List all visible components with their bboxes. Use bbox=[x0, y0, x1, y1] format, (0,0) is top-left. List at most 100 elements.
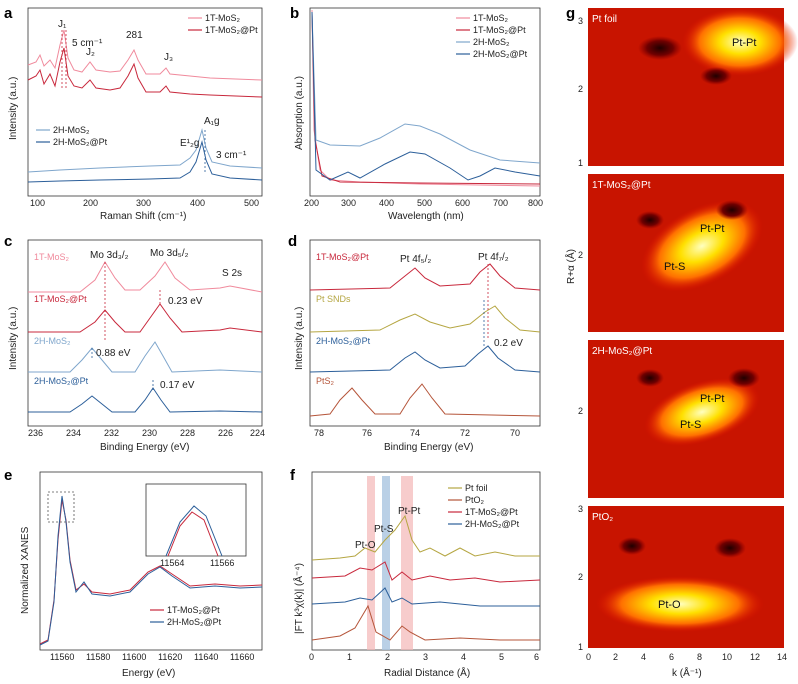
xtick-e-5: 11660 bbox=[230, 652, 254, 662]
xtick-e-0: 11560 bbox=[50, 652, 74, 662]
band-pt-o bbox=[367, 476, 375, 650]
darkspot-3a bbox=[636, 369, 664, 387]
wavelet-map-pt-foil: Pt foil Pt-Pt 3 2 1 bbox=[578, 8, 798, 168]
darkspot-4a bbox=[618, 537, 646, 555]
plot-frame-b bbox=[309, 7, 541, 197]
shift-label-c1: 0.23 eV bbox=[168, 296, 203, 307]
xanes-2h-mos2-pt bbox=[39, 495, 263, 646]
xtick-d-4: 70 bbox=[510, 428, 520, 438]
panel-g: g Pt foil Pt-Pt 3 2 1 1T-MoS₂@Pt Pt-Pt P… bbox=[564, 5, 798, 679]
xps-c-1t-mos2 bbox=[28, 261, 263, 293]
xps-c-2h-mos2-pt bbox=[28, 387, 263, 413]
xtick-a-3: 400 bbox=[190, 198, 205, 208]
xtick-b-1: 300 bbox=[341, 198, 356, 208]
annot-pt-s: Pt-S bbox=[374, 524, 394, 535]
xtick-g-4: 8 bbox=[697, 652, 702, 662]
panel-a: a J₁ J₂ 281 J₃ 5 cm⁻¹ 1T-MoS₂ 1T-MoS₂@Pt… bbox=[4, 5, 263, 222]
xps-d-2h-mos2-pt bbox=[309, 345, 541, 373]
xtick-b-2: 400 bbox=[379, 198, 394, 208]
ytick-g1-3: 3 bbox=[578, 16, 583, 26]
zoom-box bbox=[47, 491, 75, 523]
ft-2h-mos2-pt bbox=[311, 587, 540, 607]
legend-a3: 2H-MoS₂ bbox=[53, 125, 90, 135]
map-label-4a: Pt-O bbox=[658, 599, 681, 611]
legend-a2: 1T-MoS₂@Pt bbox=[205, 25, 258, 35]
annot-3cm: 3 cm⁻¹ bbox=[216, 150, 247, 161]
peak-pt72: Pt 4f₇/₂ bbox=[478, 252, 509, 263]
map-label-2b: Pt-S bbox=[664, 261, 685, 273]
legend-f2: PtO₂ bbox=[465, 495, 485, 505]
xtick-b-3: 500 bbox=[417, 198, 432, 208]
panel-c: c Mo 3d₃/₂ Mo 3d₅/₂ S 2s 1T-MoS₂ 1T-MoS₂… bbox=[4, 233, 265, 453]
panel-letter-a: a bbox=[4, 5, 13, 22]
curve-b-2h-mos2-pt bbox=[311, 11, 541, 181]
darkspot-2b bbox=[716, 200, 748, 220]
darkspot-4b bbox=[714, 538, 746, 558]
curve-label-c4: 2H-MoS₂@Pt bbox=[34, 376, 89, 386]
legend-a1: 1T-MoS₂ bbox=[205, 13, 241, 23]
xps-d-1t-mos2-pt bbox=[309, 263, 541, 291]
xtick-e-1: 11580 bbox=[86, 652, 110, 662]
legend-f1: Pt foil bbox=[465, 483, 488, 493]
panel-letter-f: f bbox=[290, 467, 296, 484]
inset-tick-1: 11566 bbox=[210, 558, 234, 568]
map-label-1a: Pt-Pt bbox=[732, 37, 756, 49]
annot-e2g: E¹₂g bbox=[180, 138, 199, 149]
xtick-b-6: 800 bbox=[528, 198, 543, 208]
xtick-d-3: 72 bbox=[460, 428, 470, 438]
xlabel-e: Energy (eV) bbox=[122, 668, 175, 679]
darkspot-1b bbox=[700, 67, 732, 85]
xps-c-1t-mos2-pt bbox=[28, 303, 263, 333]
panel-e: e 11564 11566 1T-MoS₂@Pt 2H-MoS₂@Pt 1156… bbox=[4, 467, 263, 679]
annot-pt-pt: Pt-Pt bbox=[398, 506, 420, 517]
xlabel-f: Radial Distance (Å) bbox=[384, 666, 470, 679]
xtick-e-4: 11640 bbox=[194, 652, 218, 662]
panel-d: d Pt 4f₅/₂ Pt 4f₇/₂ 1T-MoS₂@Pt Pt SNDs 2… bbox=[288, 233, 541, 453]
xtick-g-7: 14 bbox=[777, 652, 787, 662]
spectrum-1t-mos2-pt bbox=[27, 47, 263, 98]
xlabel-c: Binding Energy (eV) bbox=[100, 442, 190, 453]
ft-pto2 bbox=[311, 604, 540, 641]
wavelet-map-pto2: PtO₂ Pt-O 3 2 1 bbox=[578, 504, 784, 652]
shift-label-c3: 0.17 eV bbox=[160, 380, 195, 391]
annot-281: 281 bbox=[126, 30, 143, 41]
spectrum-2h-mos2-pt bbox=[27, 140, 263, 183]
ylabel-c: Intensity (a.u.) bbox=[8, 307, 19, 370]
xtick-d-1: 76 bbox=[362, 428, 372, 438]
xtick-a-0: 100 bbox=[30, 198, 45, 208]
xps-c-2h-mos2 bbox=[28, 341, 263, 373]
ylabel-g: R+α (Å) bbox=[564, 249, 577, 284]
panel-letter-g: g bbox=[566, 5, 575, 22]
peak-s2s: S 2s bbox=[222, 268, 242, 279]
panel-letter-c: c bbox=[4, 233, 12, 250]
xlabel-a: Raman Shift (cm⁻¹) bbox=[100, 211, 186, 222]
ytick-g1-2: 2 bbox=[578, 84, 583, 94]
xtick-a-1: 200 bbox=[83, 198, 98, 208]
hotspot-1 bbox=[682, 8, 798, 76]
band-pt-s bbox=[382, 476, 390, 650]
plot-frame-f bbox=[311, 471, 541, 651]
ylabel-d: Intensity (a.u.) bbox=[294, 307, 305, 370]
legend-f4: 2H-MoS₂@Pt bbox=[465, 519, 520, 529]
xtick-f-5: 5 bbox=[499, 652, 504, 662]
xtick-d-2: 74 bbox=[410, 428, 420, 438]
ylabel-f: |FT k³χ(k)| (Å⁻⁴) bbox=[292, 563, 305, 634]
ylabel-e: Normalized XANES bbox=[20, 526, 31, 614]
xtick-c-5: 226 bbox=[218, 428, 233, 438]
xtick-c-3: 230 bbox=[142, 428, 157, 438]
xtick-g-0: 0 bbox=[586, 652, 591, 662]
wavelet-map-2h-mos2-pt: 2H-MoS₂@Pt Pt-Pt Pt-S 2 bbox=[578, 340, 784, 498]
legend-a4: 2H-MoS₂@Pt bbox=[53, 137, 108, 147]
curve-label-c2: 1T-MoS₂@Pt bbox=[34, 294, 87, 304]
panel-letter-d: d bbox=[288, 233, 297, 250]
xtick-b-0: 200 bbox=[304, 198, 319, 208]
map-label-3b: Pt-S bbox=[680, 419, 701, 431]
curve-label-c1: 1T-MoS₂ bbox=[34, 252, 70, 262]
xtick-f-4: 4 bbox=[461, 652, 466, 662]
curve-label-d1: 1T-MoS₂@Pt bbox=[316, 252, 369, 262]
panel-f: f Pt-O Pt-S Pt-Pt Pt foil PtO₂ 1T-MoS₂@P… bbox=[290, 467, 541, 679]
xps-d-pts2 bbox=[309, 383, 541, 417]
curve-b-2h-mos2 bbox=[311, 11, 541, 164]
peak-mo32: Mo 3d₃/₂ bbox=[90, 250, 129, 261]
map-title-2: 1T-MoS₂@Pt bbox=[592, 180, 651, 191]
